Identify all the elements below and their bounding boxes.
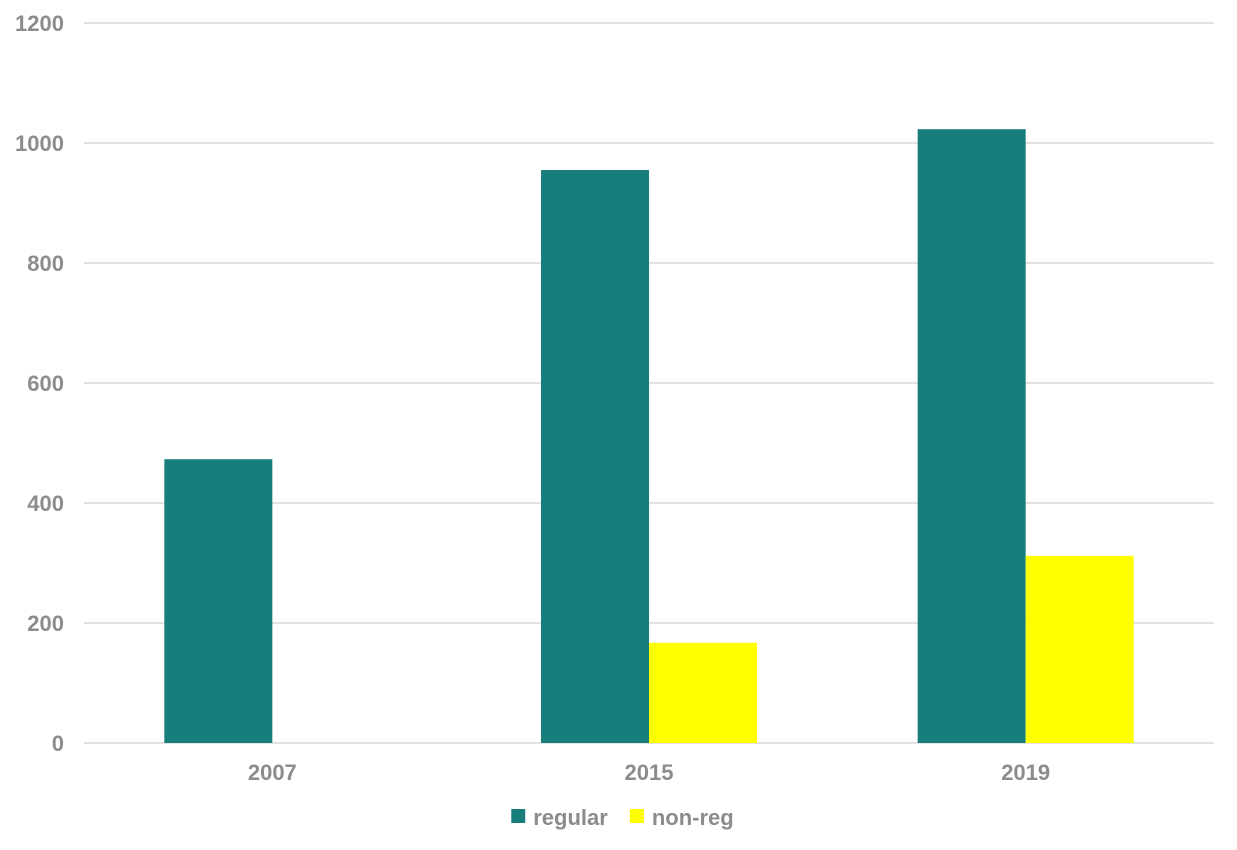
y-tick-label: 800 <box>27 251 64 276</box>
legend-swatch <box>629 809 644 823</box>
legend-item-regular: regular <box>511 805 608 830</box>
legend-label: regular <box>533 805 608 830</box>
bar-regular-2019 <box>917 129 1026 743</box>
y-tick-label: 400 <box>27 491 64 516</box>
bar-non-reg-2019 <box>1025 555 1134 743</box>
y-tick-label: 200 <box>27 611 64 636</box>
bar-non-reg-2015 <box>649 642 757 743</box>
x-axis-tick-labels: 2007 2015 2019 <box>248 760 1050 785</box>
bars <box>164 129 1134 743</box>
legend-item-non-reg: non-reg <box>629 805 734 830</box>
x-tick-label: 2007 <box>248 760 297 785</box>
legend-swatch <box>511 809 526 823</box>
bar-regular-2007 <box>164 459 273 743</box>
y-axis-tick-labels: 0 200 400 600 800 1000 1200 <box>15 11 64 756</box>
bar-regular-2015 <box>541 170 649 743</box>
y-tick-label: 0 <box>52 731 64 756</box>
y-tick-label: 1200 <box>15 11 64 36</box>
x-tick-label: 2019 <box>1001 760 1050 785</box>
y-tick-label: 600 <box>27 371 64 396</box>
x-tick-label: 2015 <box>625 760 674 785</box>
legend: regular non-reg <box>511 805 734 830</box>
legend-label: non-reg <box>652 805 734 830</box>
y-tick-label: 1000 <box>15 131 64 156</box>
